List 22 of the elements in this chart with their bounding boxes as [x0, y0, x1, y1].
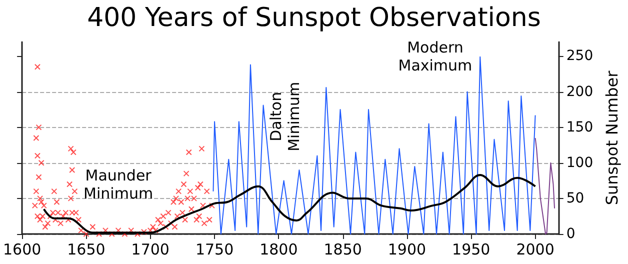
x-tick-label: 1600: [2, 240, 42, 258]
annotation: Modern Maximum: [398, 38, 472, 74]
x-tick-label: 1800: [260, 240, 298, 258]
y-tick-label: 250: [566, 48, 594, 64]
line-series: [534, 138, 556, 234]
x-tick-label: 1900: [388, 240, 426, 258]
y-tick-label: 100: [566, 154, 594, 171]
chart-title: 400 Years of Sunspot Observations: [87, 3, 541, 33]
line-series: [212, 56, 536, 234]
y-tick-label: 150: [566, 119, 594, 136]
x-tick-label: 1950: [452, 240, 490, 258]
x-tick-label: 1650: [67, 240, 106, 258]
x-tick-label: 1750: [195, 240, 234, 258]
x-tick-label: 2000: [516, 240, 554, 258]
y-tick-label: 0: [566, 226, 576, 242]
annotation: Dalton Minimum: [267, 82, 304, 152]
y-axis-title: Sunspot Number: [602, 70, 622, 206]
x-tick-label: 1850: [324, 240, 362, 258]
annotation: Maunder Minimum: [84, 166, 154, 202]
y-tick-label: 50: [566, 190, 584, 206]
y-tick-label: 200: [566, 84, 594, 100]
x-tick-label: 1700: [131, 240, 170, 258]
